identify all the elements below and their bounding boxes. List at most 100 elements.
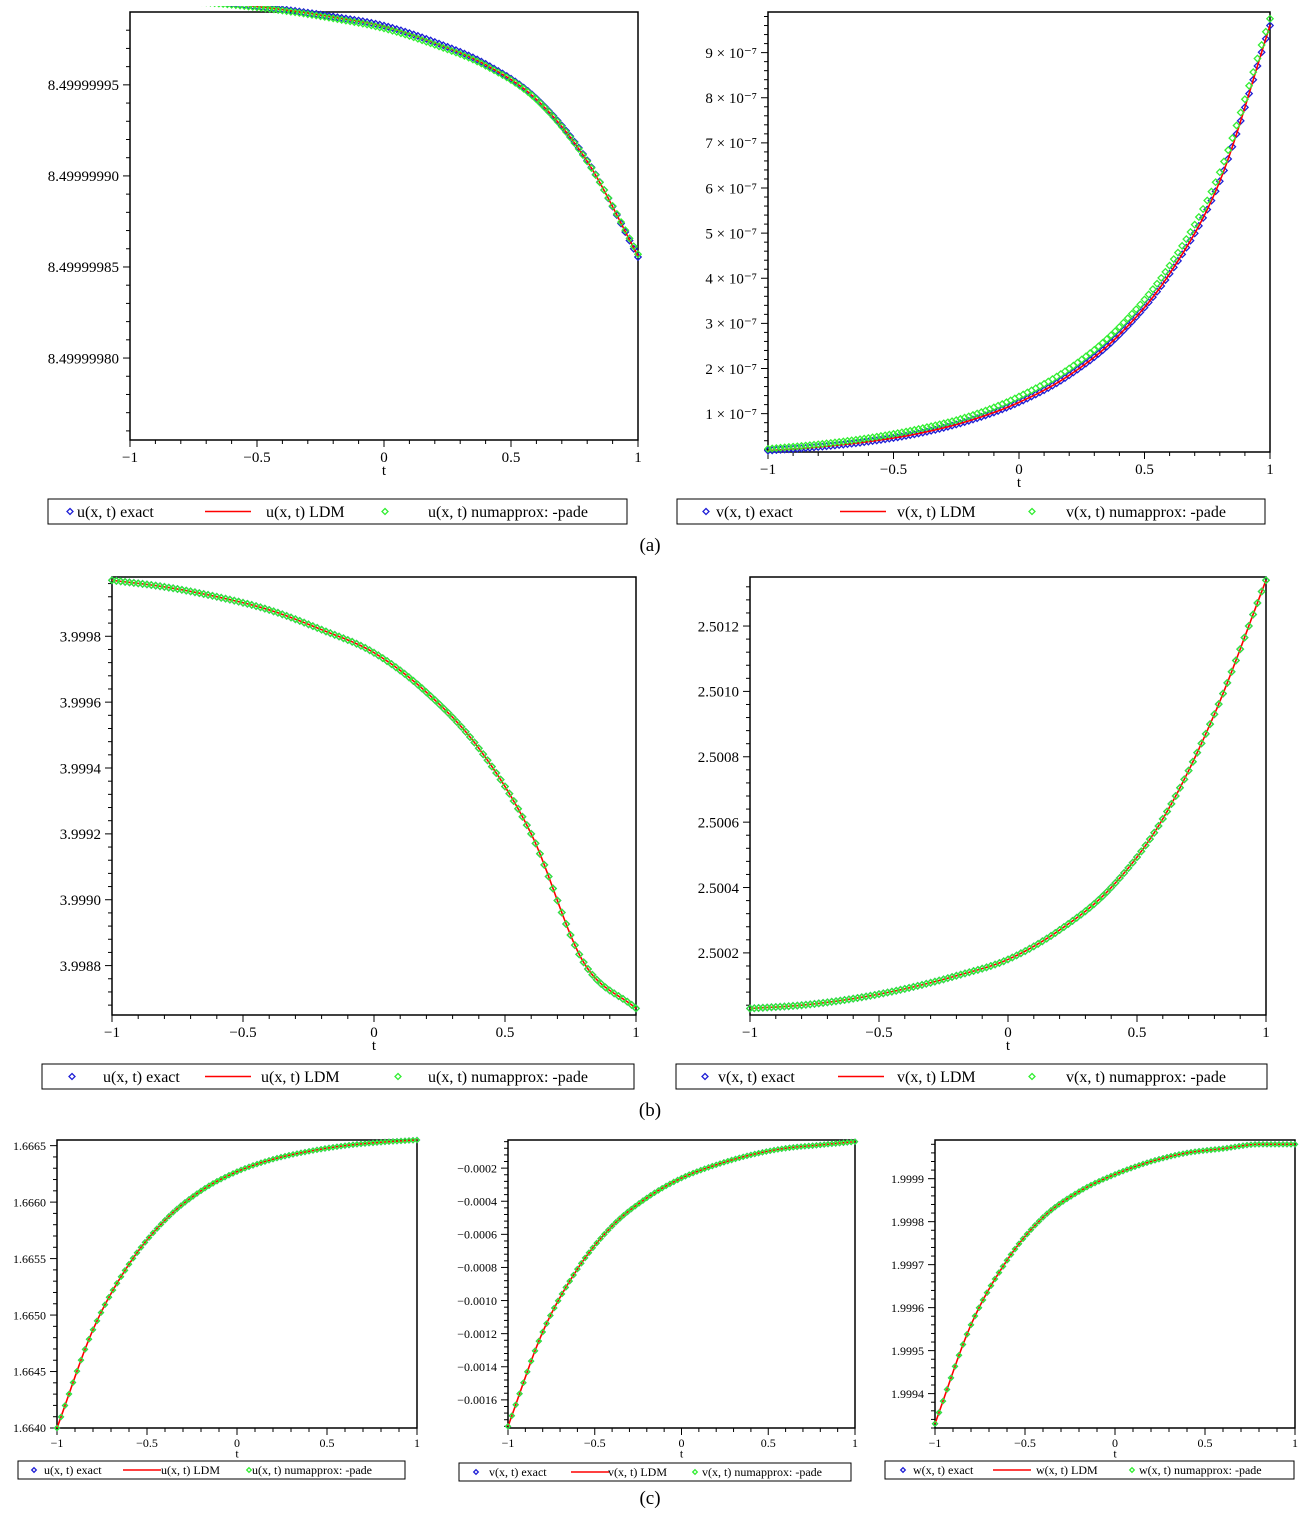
series-point <box>190 0 196 4</box>
x-tick-label: 0 <box>1015 462 1023 478</box>
y-tick-label: 2.5004 <box>698 881 740 897</box>
series-point <box>374 651 383 660</box>
series-point <box>935 1409 943 1416</box>
series-point <box>631 1202 639 1210</box>
series-point <box>193 1190 201 1197</box>
series-point <box>177 1202 185 1209</box>
series-point <box>589 1244 597 1252</box>
series-point <box>658 1184 666 1192</box>
x-tick-label: −1 <box>122 450 138 466</box>
series-point <box>173 0 179 4</box>
y-tick-label: 2.5012 <box>698 619 739 635</box>
series-point <box>388 23 397 33</box>
x-axis-label: t <box>1017 475 1022 491</box>
series-point <box>595 178 605 187</box>
series-point <box>662 1182 670 1190</box>
series-point <box>209 1180 217 1187</box>
legend: v(x, t) exact v(x, t) LDM v(x, t) numappro… <box>676 498 1266 525</box>
series-point <box>523 1368 531 1376</box>
series-point <box>561 127 571 137</box>
y-tick-label: 1.9996 <box>891 1301 924 1315</box>
x-axis-label: t <box>680 1447 684 1461</box>
series-point <box>635 1200 643 1207</box>
series-point <box>591 170 600 180</box>
series-point <box>273 608 283 617</box>
series-point <box>1144 290 1153 299</box>
series-point <box>85 1335 93 1343</box>
series-point <box>960 969 970 978</box>
series-point <box>939 1397 947 1405</box>
legend-label: u(x, t) exact <box>44 1463 102 1477</box>
series-point <box>1094 896 1103 905</box>
series-point <box>260 604 269 613</box>
series-point <box>241 6 248 10</box>
series-point <box>670 1178 678 1186</box>
series-point <box>213 1177 221 1185</box>
series-point <box>612 1218 620 1226</box>
series-point <box>481 61 490 70</box>
series-point <box>1132 852 1142 862</box>
series-point <box>1154 821 1163 831</box>
series-point <box>232 6 240 10</box>
series-point <box>1115 873 1124 883</box>
series-point <box>317 625 326 634</box>
series-point <box>1173 248 1183 257</box>
series-point <box>624 1208 631 1216</box>
series-point <box>221 1173 229 1181</box>
x-axis-label: t <box>1006 1038 1011 1054</box>
legend-box <box>47 498 628 525</box>
series-point <box>1207 187 1216 196</box>
y-tick-label: 1.6640 <box>13 1421 46 1435</box>
series-point <box>388 26 397 35</box>
series-point <box>979 1296 987 1304</box>
series-point <box>1197 739 1206 748</box>
series-point <box>140 0 146 3</box>
series-point <box>248 6 257 12</box>
series-point <box>963 1330 971 1338</box>
series-point <box>225 6 229 8</box>
series-point <box>356 641 366 650</box>
series-point <box>375 23 384 32</box>
series-point <box>348 637 357 646</box>
series-2 <box>934 1143 1295 1424</box>
series-point <box>1219 157 1229 166</box>
series-point <box>153 1225 161 1232</box>
series-point <box>169 0 175 4</box>
series-point <box>914 424 923 434</box>
series-point <box>1127 309 1137 318</box>
series-2 <box>749 579 1267 1010</box>
series-point <box>548 884 558 893</box>
x-tick-label: −1 <box>104 1025 120 1041</box>
series-point <box>1184 766 1193 775</box>
series-point <box>330 630 339 639</box>
series-point <box>566 1277 574 1285</box>
x-tick-label: −1 <box>929 1436 942 1450</box>
series-point <box>943 418 953 427</box>
series-point <box>238 598 248 607</box>
series-point <box>1253 61 1262 71</box>
series-point <box>600 185 609 195</box>
series-point <box>1157 273 1166 283</box>
series-point <box>581 1254 589 1262</box>
series-point <box>527 829 536 838</box>
series-point <box>647 1192 654 1199</box>
series-point <box>520 1379 527 1387</box>
series-point <box>1205 720 1215 729</box>
series-point <box>485 63 494 73</box>
series-point <box>186 0 192 4</box>
chart-6: −1 −0.5 0 0.5 1 t −0.0016 −0.0014 −0.0012 −0.0010… <box>457 1138 859 1482</box>
series-point <box>1261 27 1270 36</box>
series-point <box>1224 145 1233 155</box>
series-point <box>282 611 291 621</box>
series-point <box>457 722 466 731</box>
series-point <box>460 51 469 60</box>
series-point <box>1086 349 1095 358</box>
series-point <box>221 594 230 603</box>
y-tick-label: 7 × 10⁻⁷ <box>705 136 757 152</box>
series-point <box>409 30 418 39</box>
series-point <box>97 1309 105 1316</box>
series-point <box>313 623 322 633</box>
series-point <box>1182 234 1191 244</box>
legend: v(x, t) exact v(x, t) LDM v(x, t) numappro… <box>675 1063 1268 1090</box>
legend-swatch-marker <box>394 1072 402 1081</box>
